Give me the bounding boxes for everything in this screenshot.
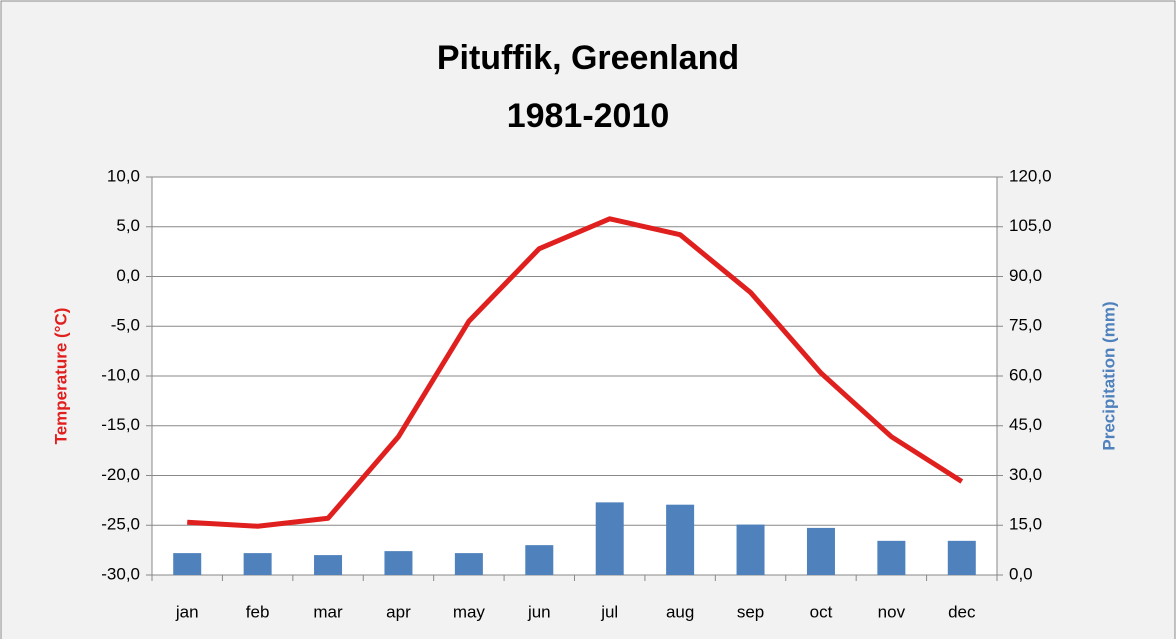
- bar: [243, 553, 272, 575]
- x-tick-label: jun: [527, 602, 551, 621]
- y-tick-label: 10,0: [107, 166, 140, 185]
- x-tick-label: dec: [948, 602, 976, 621]
- bar: [525, 545, 554, 575]
- y2-tick-label: 105,0: [1009, 216, 1052, 235]
- y-tick-label: -25,0: [101, 515, 140, 534]
- x-tick-label: nov: [878, 602, 906, 621]
- x-tick-label: apr: [386, 602, 411, 621]
- x-tick-label: oct: [810, 602, 833, 621]
- x-tick-label: may: [453, 602, 486, 621]
- bar: [595, 502, 624, 575]
- y2-tick-label: 30,0: [1009, 465, 1042, 484]
- bar: [877, 540, 906, 575]
- y2-tick-label: 75,0: [1009, 316, 1042, 335]
- y-tick-label: -15,0: [101, 415, 140, 434]
- bar: [806, 527, 835, 575]
- y-tick-label: 0,0: [116, 266, 140, 285]
- y2-tick-label: 0,0: [1009, 564, 1033, 583]
- bar: [384, 551, 413, 575]
- chart-title: 1981-2010: [507, 97, 670, 135]
- bar: [173, 553, 202, 575]
- y2-tick-label: 15,0: [1009, 515, 1042, 534]
- x-tick-label: feb: [246, 602, 270, 621]
- bar: [666, 504, 695, 575]
- bar: [314, 555, 343, 575]
- line: [187, 216, 964, 529]
- bar: [947, 540, 976, 575]
- x-tick-label: sep: [737, 602, 764, 621]
- y2-tick-label: 120,0: [1009, 166, 1052, 185]
- y2-axis-label: Precipitation (mm): [1099, 301, 1118, 450]
- x-tick-label: aug: [666, 602, 694, 621]
- bar: [454, 553, 483, 575]
- y-tick-label: -10,0: [101, 365, 140, 384]
- x-tick-label: jan: [175, 602, 199, 621]
- chart-title: Pituffik, Greenland: [437, 39, 739, 77]
- y-tick-label: 5,0: [116, 216, 140, 235]
- y-tick-label: -5,0: [111, 316, 140, 335]
- x-tick-label: jul: [600, 602, 618, 621]
- y-tick-label: -30,0: [101, 564, 140, 583]
- x-tick-label: mar: [313, 602, 343, 621]
- y2-tick-label: 45,0: [1009, 415, 1042, 434]
- y-tick-label: -20,0: [101, 465, 140, 484]
- bar: [736, 524, 765, 575]
- y2-tick-label: 90,0: [1009, 266, 1042, 285]
- y-axis-label: Temperature (°C): [51, 308, 70, 445]
- y2-tick-label: 60,0: [1009, 365, 1042, 384]
